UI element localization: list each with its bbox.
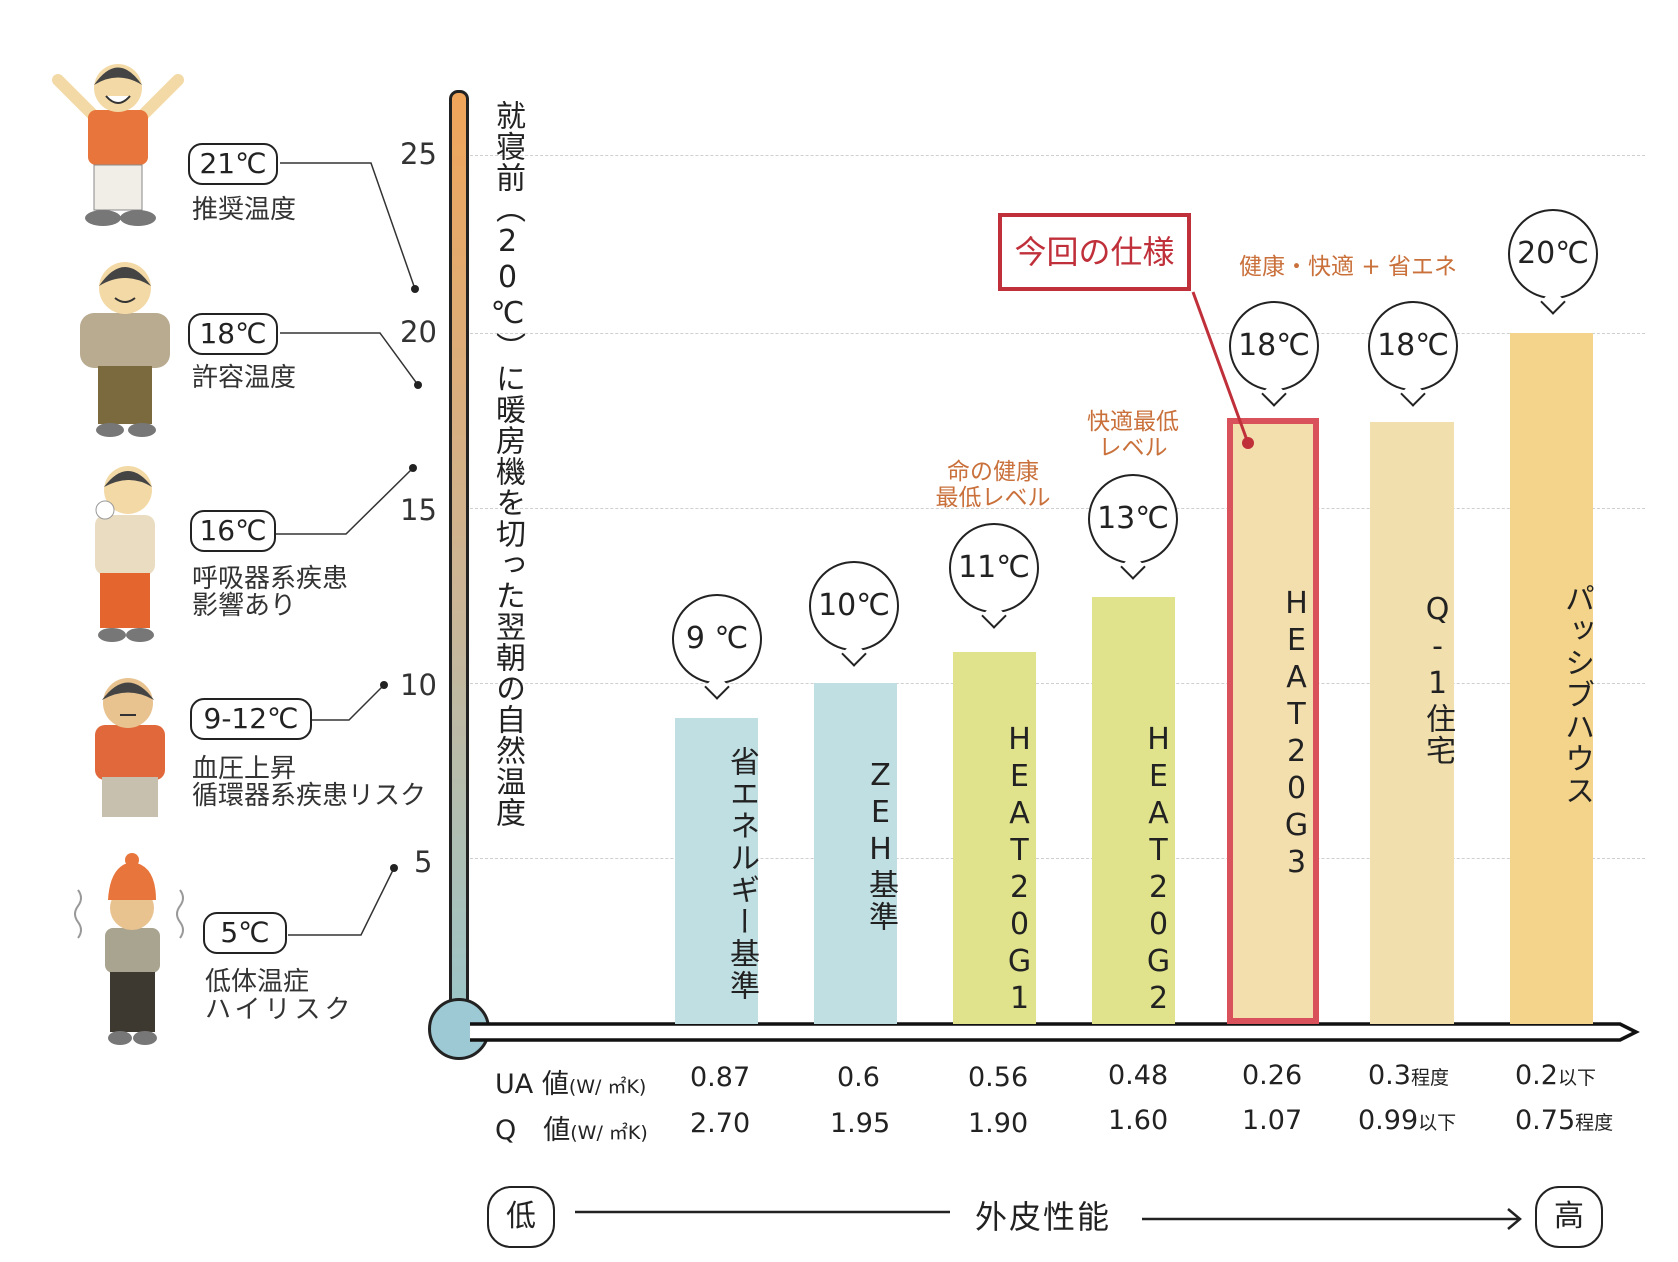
y-tick-15: 15	[400, 493, 437, 527]
y-axis-title: 就寝前（20℃）に暖房機を切った翌朝の自然温度	[490, 100, 525, 828]
bar-label-shoene: 省エネルギー基準	[724, 746, 759, 1002]
callout-current-spec: 今回の仕様	[998, 213, 1191, 291]
q-value: 1.95	[830, 1108, 891, 1139]
ua-suffix: 以下	[1557, 1067, 1596, 1089]
temp-pill-acceptable: 18℃	[188, 313, 278, 355]
high-badge: 高	[1535, 1186, 1603, 1248]
note-g2-line1: 快適最低	[1087, 409, 1179, 435]
value-bubble-zeh: 10℃	[809, 561, 899, 651]
ua-unit: (W/ ㎡K)	[568, 1076, 647, 1098]
bar-label-passive-house: パッシブハウス	[1559, 583, 1594, 807]
q-value: 1.90	[968, 1108, 1029, 1139]
bar-passive-house[interactable]: パッシブハウス	[1510, 333, 1594, 1024]
ua-value-q1: 0.3程度	[1368, 1060, 1449, 1091]
gridline-25	[470, 155, 1645, 156]
temp-pill-hypothermia: 5℃	[203, 912, 287, 954]
note-g2-line2: レベル	[1098, 435, 1168, 461]
bar-shoene[interactable]: 省エネルギー基準	[675, 718, 759, 1024]
ua-value: 0.87	[690, 1062, 751, 1093]
gridline-10	[470, 683, 1645, 684]
q-value: 0.99	[1358, 1105, 1419, 1136]
ua-value: 0.26	[1242, 1060, 1303, 1091]
bar-label-q1: Q-1住宅	[1420, 592, 1455, 767]
label-hypothermia-2: ハイリスク	[205, 995, 355, 1025]
ua-value: 0.3	[1368, 1060, 1411, 1091]
y-tick-10: 10	[400, 668, 437, 702]
ua-value: 0.2	[1515, 1060, 1558, 1091]
bar-heat20-g2[interactable]: HEAT20G2	[1092, 597, 1176, 1024]
label-respiratory-1: 呼吸器系疾患	[192, 564, 349, 594]
ua-label: UA 値	[495, 1069, 569, 1100]
temp-pill-recommended: 21℃	[188, 143, 278, 185]
y-tick-25: 25	[400, 137, 437, 171]
q-suffix: 程度	[1575, 1112, 1614, 1134]
performance-arrow	[575, 1208, 1522, 1230]
y-tick-5: 5	[414, 845, 433, 879]
bar-heat20-g1[interactable]: HEAT20G1	[953, 652, 1037, 1024]
note-g1-line2: 最低レベル	[935, 485, 1051, 511]
temp-pill-respiratory: 16℃	[190, 510, 276, 552]
q-unit: (W/ ㎡K)	[570, 1122, 648, 1144]
value-bubble-passive-house: 20℃	[1508, 209, 1598, 299]
label-hypothermia-1: 低体温症	[205, 967, 310, 997]
y-tick-20: 20	[400, 315, 437, 349]
leader-lines	[276, 162, 422, 936]
bar-label-zeh: ZEH基準	[863, 758, 898, 933]
low-badge: 低	[487, 1186, 555, 1248]
chilly-person-illustration	[80, 665, 190, 825]
ua-suffix: 程度	[1410, 1067, 1449, 1089]
q-value: 1.60	[1108, 1105, 1169, 1136]
gridline-15	[470, 508, 1645, 509]
label-respiratory-2: 影響あり	[192, 591, 297, 621]
temp-pill-circulatory: 9-12℃	[190, 698, 312, 740]
q-value: 0.75	[1515, 1105, 1576, 1136]
gridline-5	[470, 858, 1645, 859]
x-axis-title: 外皮性能	[975, 1198, 1112, 1236]
note-g1-line1: 命の健康	[947, 459, 1039, 485]
happy-person-illustration	[38, 40, 198, 230]
value-bubble-q1: 18℃	[1368, 301, 1458, 391]
standing-person-illustration	[60, 248, 190, 438]
value-bubble-heat20-g1: 11℃	[949, 523, 1039, 613]
ua-value: 0.48	[1108, 1060, 1169, 1091]
coughing-person-illustration	[60, 455, 190, 645]
q-value-passive: 0.75程度	[1515, 1105, 1613, 1136]
ua-value-passive: 0.2以下	[1515, 1060, 1596, 1091]
note-top: 健康・快適 + 省エネ	[1239, 254, 1457, 280]
value-bubble-heat20-g3: 18℃	[1229, 301, 1319, 391]
bar-label-heat20-g1: HEAT20G1	[1002, 722, 1037, 1018]
label-circulatory-2: 循環器系疾患リスク	[192, 781, 427, 811]
label-circulatory-1: 血圧上昇	[192, 754, 297, 784]
bar-label-heat20-g2: HEAT20G2	[1141, 722, 1176, 1018]
label-recommended: 推奨温度	[192, 195, 297, 225]
shivering-person-illustration	[70, 850, 190, 1050]
bar-zeh[interactable]: ZEH基準	[814, 683, 898, 1024]
q-value: 1.07	[1242, 1105, 1303, 1136]
q-value: 2.70	[690, 1108, 751, 1139]
value-bubble-shoene: 9 ℃	[672, 594, 762, 684]
gridline-20	[470, 333, 1645, 334]
value-bubble-heat20-g2: 13℃	[1088, 474, 1178, 564]
label-acceptable: 許容温度	[192, 363, 297, 393]
ua-row-label: UA 値(W/ ㎡K)	[495, 1062, 646, 1101]
q-row-label: Q 値(W/ ㎡K)	[495, 1108, 648, 1147]
x-axis-line	[470, 1022, 1640, 1042]
ua-value: 0.6	[837, 1062, 880, 1093]
q-suffix: 以下	[1418, 1112, 1457, 1134]
q-value-q1: 0.99以下	[1358, 1105, 1456, 1136]
bar-label-heat20-g3: HEAT20G3	[1279, 586, 1314, 882]
q-label: Q 値	[495, 1115, 571, 1146]
bar-heat20-g3[interactable]: HEAT20G3	[1227, 418, 1319, 1024]
bar-q1[interactable]: Q-1住宅	[1370, 422, 1455, 1024]
ua-value: 0.56	[968, 1062, 1029, 1093]
